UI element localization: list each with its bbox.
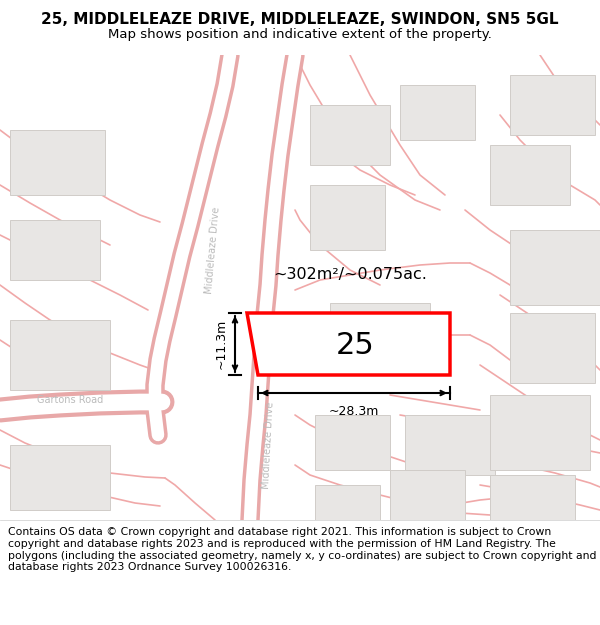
Bar [310,105,390,165]
Bar [490,475,575,520]
Bar [315,415,390,470]
Text: Middleleaze Drive: Middleleaze Drive [204,206,222,294]
Bar [510,75,595,135]
Text: Contains OS data © Crown copyright and database right 2021. This information is : Contains OS data © Crown copyright and d… [8,528,596,572]
Text: Gartons Road: Gartons Road [37,395,103,405]
Bar [490,395,590,470]
Bar [405,415,495,475]
Text: Middleleaze Drive: Middleleaze Drive [261,401,275,489]
Bar [390,470,465,520]
Bar [310,185,385,250]
Text: ~11.3m: ~11.3m [215,319,228,369]
Bar [10,320,110,390]
Bar [510,313,595,383]
Bar [400,85,475,140]
Bar [10,445,110,510]
Bar [330,303,430,373]
Text: 25, MIDDLELEAZE DRIVE, MIDDLELEAZE, SWINDON, SN5 5GL: 25, MIDDLELEAZE DRIVE, MIDDLELEAZE, SWIN… [41,12,559,27]
Text: 25: 25 [335,331,374,359]
Polygon shape [247,313,450,375]
Bar [10,130,105,195]
Bar [315,485,380,520]
Text: ~302m²/~0.075ac.: ~302m²/~0.075ac. [273,268,427,282]
Text: Map shows position and indicative extent of the property.: Map shows position and indicative extent… [108,28,492,41]
Bar [510,230,600,305]
Bar [490,145,570,205]
Text: ~28.3m: ~28.3m [329,405,379,418]
Bar [10,220,100,280]
